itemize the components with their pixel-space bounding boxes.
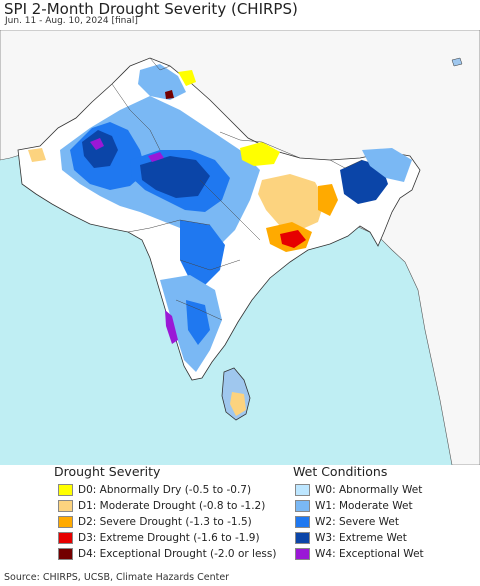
wet-legend-item: W1: Moderate Wet — [295, 498, 413, 514]
drought-d1-west — [28, 148, 46, 162]
wet-legend-item: W3: Extreme Wet — [295, 530, 407, 546]
drought-legend-item: D0: Abnormally Dry (-0.5 to -0.7) — [58, 482, 251, 498]
wet-legend-swatch — [295, 500, 310, 512]
drought-d1-east — [258, 174, 325, 230]
drought-legend-swatch — [58, 532, 73, 544]
wet-w3-pakistan — [82, 130, 118, 168]
wet-legend-swatch — [295, 516, 310, 528]
wet-w3-central — [140, 156, 210, 198]
drought-legend-swatch — [58, 548, 73, 560]
drought-legend-item: D4: Exceptional Drought (-2.0 or less) — [58, 546, 276, 562]
drought-legend-label: D2: Severe Drought (-1.3 to -1.5) — [78, 516, 252, 528]
drought-legend-item: D3: Extreme Drought (-1.6 to -1.9) — [58, 530, 260, 546]
wet-w1-northeast — [362, 148, 412, 182]
drought-legend-label: D0: Abnormally Dry (-0.5 to -0.7) — [78, 484, 252, 496]
wet-legend-swatch — [295, 532, 310, 544]
source-credit: Source: CHIRPS, UCSB, Climate Hazards Ce… — [4, 572, 230, 583]
drought-map — [0, 30, 480, 465]
wet-legend-label: W0: Abnormally Wet — [315, 484, 423, 496]
drought-legend-item: D2: Severe Drought (-1.3 to -1.5) — [58, 514, 252, 530]
wet-w4-rajasthan — [148, 152, 164, 162]
drought-d4-north — [165, 90, 174, 99]
wet-legend-swatch — [295, 548, 310, 560]
wet-w3-northeast — [340, 160, 388, 204]
wet-legend-title: Wet Conditions — [293, 464, 388, 479]
wet-w4-westcoast — [165, 310, 178, 344]
drought-legend-label: D1: Moderate Drought (-0.8 to -1.2) — [78, 500, 266, 512]
sri-lanka-dry — [230, 392, 246, 416]
wet-legend-label: W4: Exceptional Wet — [315, 548, 424, 560]
wet-w1-kashmir — [138, 64, 186, 100]
drought-legend-label: D3: Extreme Drought (-1.6 to -1.9) — [78, 532, 260, 544]
drought-legend-swatch — [58, 484, 73, 496]
wet-legend-item: W0: Abnormally Wet — [295, 482, 422, 498]
wet-w4-pakistan — [90, 138, 104, 150]
drought-legend-swatch — [58, 500, 73, 512]
wet-legend-swatch — [295, 484, 310, 496]
page-title: SPI 2-Month Drought Severity (CHIRPS) — [4, 0, 298, 18]
wet-legend-label: W3: Extreme Wet — [315, 532, 407, 544]
drought-legend-item: D1: Moderate Drought (-0.8 to -1.2) — [58, 498, 265, 514]
wet-legend-item: W4: Exceptional Wet — [295, 546, 424, 562]
drought-d0-east — [240, 142, 280, 166]
admin-borders — [111, 57, 363, 321]
date-range: Jun. 11 - Aug. 10, 2024 [final] — [5, 16, 138, 26]
drought-legend-title: Drought Severity — [54, 464, 161, 479]
island — [451, 57, 463, 67]
drought-legend-label: D4: Exceptional Drought (-2.0 or less) — [78, 548, 277, 560]
wet-legend-label: W1: Moderate Wet — [315, 500, 413, 512]
drought-d3-odisha — [280, 230, 306, 248]
drought-d0-north — [178, 70, 196, 86]
drought-d2-bengal — [318, 184, 338, 216]
wet-legend-label: W2: Severe Wet — [315, 516, 399, 528]
drought-legend-swatch — [58, 516, 73, 528]
wet-legend-item: W2: Severe Wet — [295, 514, 399, 530]
wet-w2-south — [186, 300, 210, 345]
